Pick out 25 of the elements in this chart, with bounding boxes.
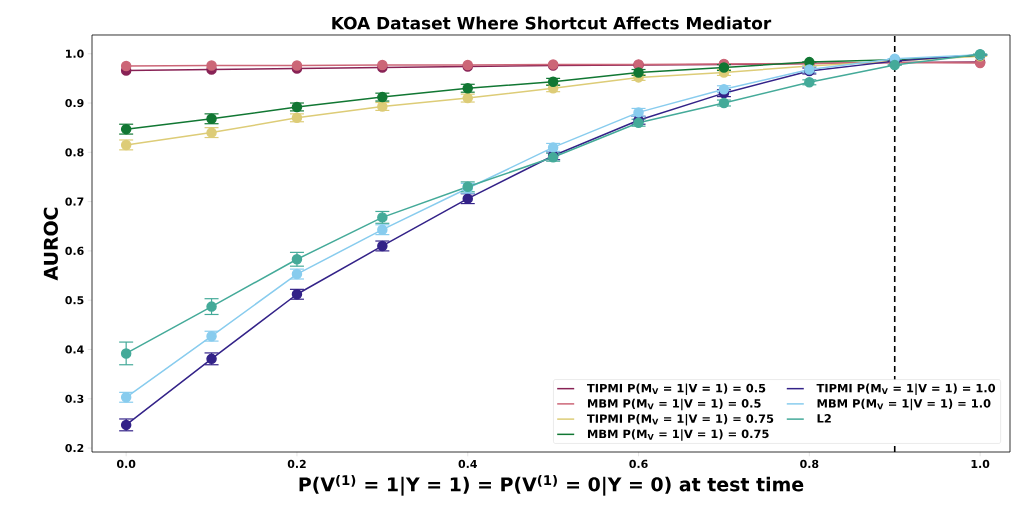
y-tick-label: 0.4 <box>65 345 84 354</box>
x-tick-label: 1.0 <box>971 459 990 469</box>
legend-label: TIPMI P(M$_{V}$ = 1|V = 1) = 0.5 <box>587 383 766 395</box>
x-axis-title: P(V$^{(1)}$ = 1|Y = 1) = P(V$^{(1)}$ = 0|Y = 0) at test time <box>299 474 804 496</box>
legend-label: MBM P(M$_{V}$ = 1|V = 1) = 0.75 <box>587 429 769 441</box>
y-axis-title: AUROC <box>43 207 58 281</box>
y-tick-label: 0.2 <box>65 443 84 453</box>
legend-label: MBM P(M$_{V}$ = 1|V = 1) = 1.0 <box>817 398 991 411</box>
chart-title: KOA Dataset Where Shortcut Affects Mediator <box>332 16 772 30</box>
y-tick-label: 0.6 <box>65 246 84 256</box>
y-tick-label: 0.9 <box>65 98 84 108</box>
x-tick-label: 0.6 <box>629 459 648 469</box>
y-tick-label: 0.5 <box>65 296 84 305</box>
y-tick-label: 0.7 <box>65 197 84 206</box>
x-tick-label: 0.4 <box>458 459 477 469</box>
legend-label: TIPMI P(M$_{V}$ = 1|V = 1) = 0.75 <box>587 414 774 426</box>
legend-label: TIPMI P(M$_{V}$ = 1|V = 1) = 1.0 <box>816 383 996 395</box>
y-tick-label: 0.3 <box>65 394 84 403</box>
x-tick-label: 0.2 <box>287 459 306 469</box>
y-tick-label: 0.8 <box>65 148 84 157</box>
legend-label: MBM P(M$_{V}$ = 1|V = 1) = 0.5 <box>587 398 761 411</box>
x-tick-label: 0.0 <box>116 459 136 469</box>
x-tick-label: 0.8 <box>800 459 819 469</box>
y-tick-label: 1.0 <box>66 49 84 58</box>
legend-label: L2 <box>817 414 831 423</box>
